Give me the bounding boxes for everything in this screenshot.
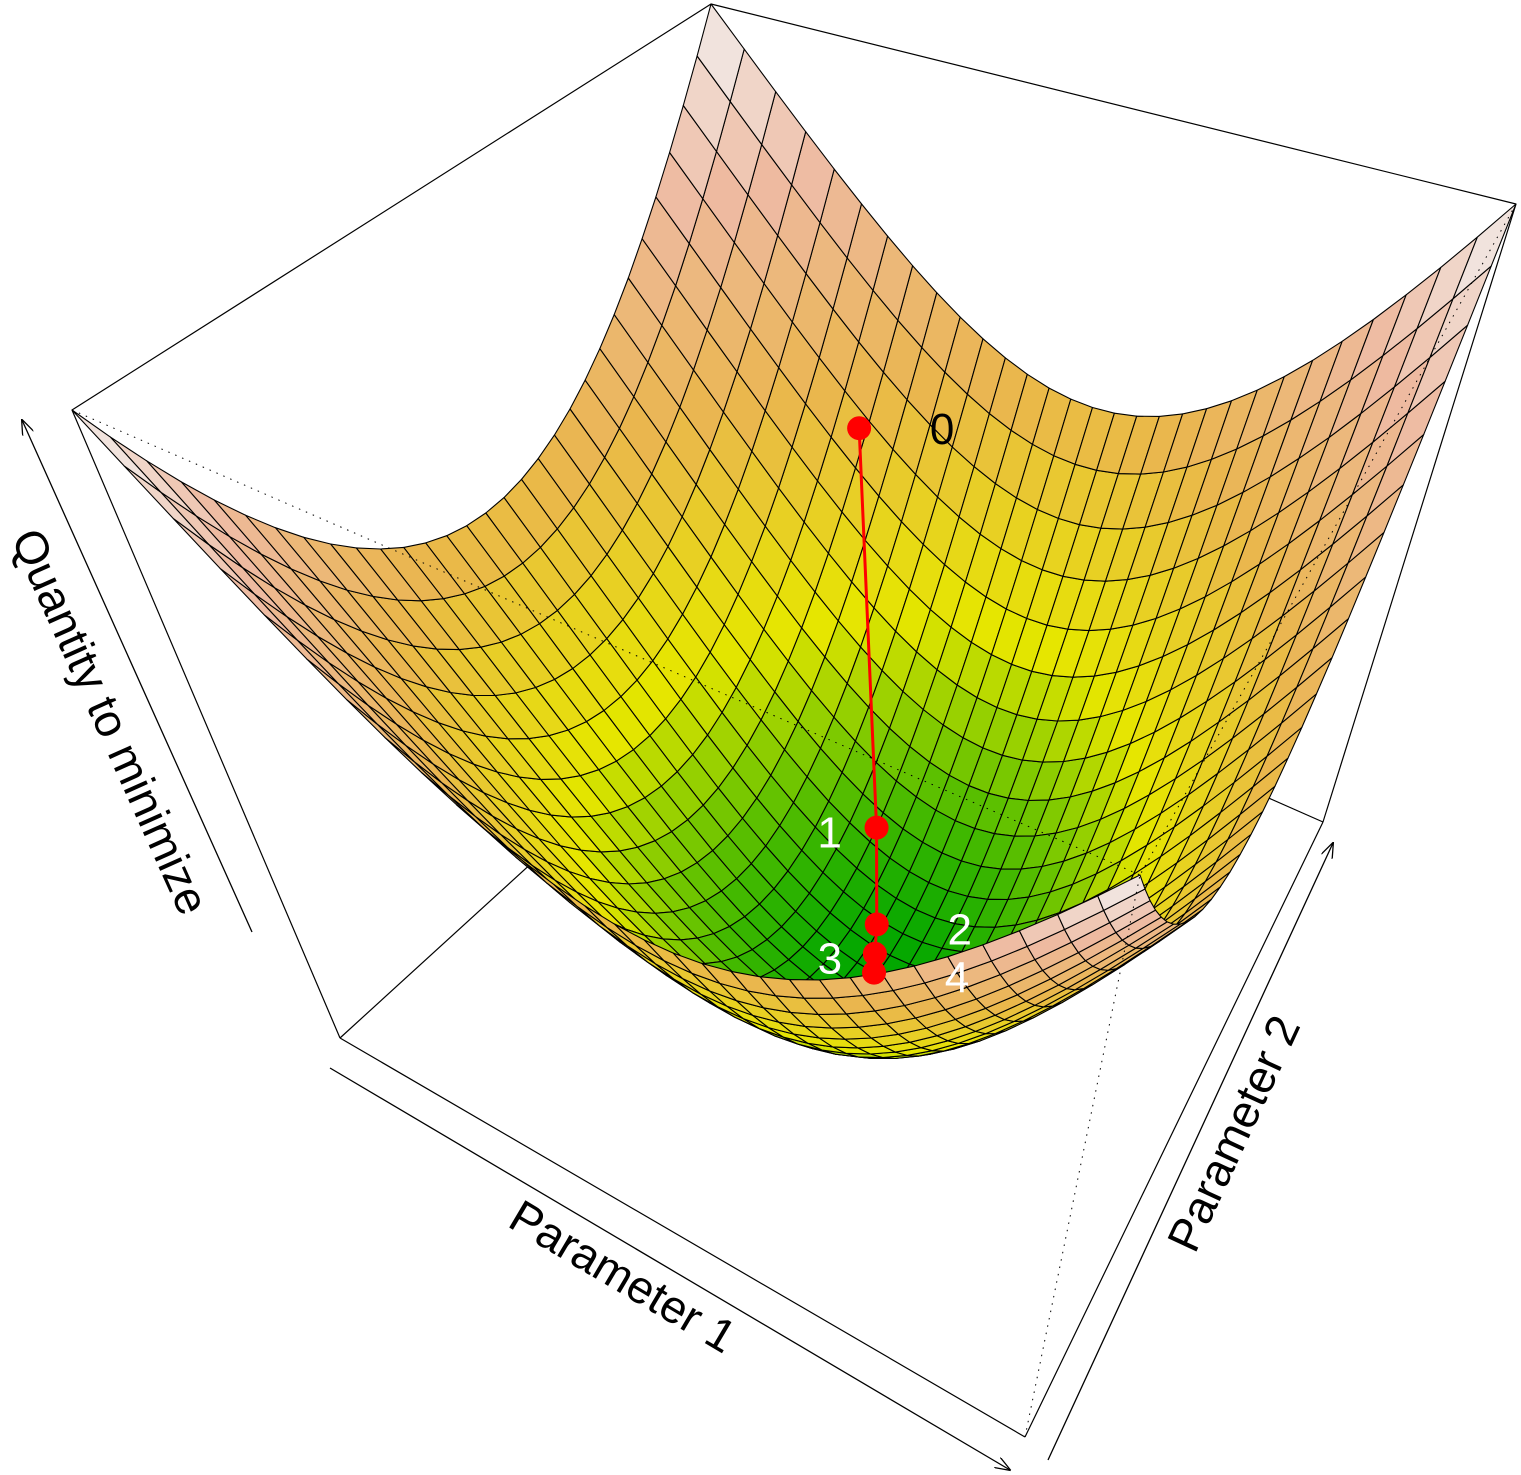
path-point-label-1: 1 (817, 809, 841, 858)
x-axis-arrow (329, 1067, 1010, 1470)
box-edge (710, 3, 1517, 205)
x-axis-label: Parameter 1 (501, 1189, 745, 1363)
box-edge (339, 1037, 1026, 1438)
path-point-4 (862, 960, 887, 985)
box-edge-hidden (1139, 203, 1517, 876)
path-point-label-4: 4 (945, 954, 969, 1003)
path-point-label-2: 2 (948, 905, 972, 954)
path-point-label-0: 0 (930, 405, 954, 454)
path-point-3 (862, 941, 887, 966)
surface-facet (1097, 874, 1146, 911)
descent-path: 0 1 2 3 4 (817, 405, 972, 1002)
path-point-0 (847, 416, 872, 441)
box-edge (1024, 821, 1324, 1438)
surface-facet (109, 436, 197, 517)
y-axis-arrow (1047, 843, 1333, 1461)
y-axis-label: Parameter 2 (1157, 1007, 1310, 1259)
path-point-1 (864, 815, 889, 840)
path-point-2 (864, 912, 889, 937)
surface-facet (71, 409, 162, 493)
z-axis-arrow (22, 420, 253, 933)
z-axis-label: Quantity to minimize (1, 521, 219, 922)
box-edge (71, 3, 712, 411)
surface-facet (696, 3, 745, 103)
box-edge (71, 409, 341, 1039)
box-front-edges (71, 3, 1517, 1438)
path-point-label-3: 3 (818, 935, 842, 984)
surface (71, 3, 1517, 1060)
box-edge (1322, 203, 1517, 823)
